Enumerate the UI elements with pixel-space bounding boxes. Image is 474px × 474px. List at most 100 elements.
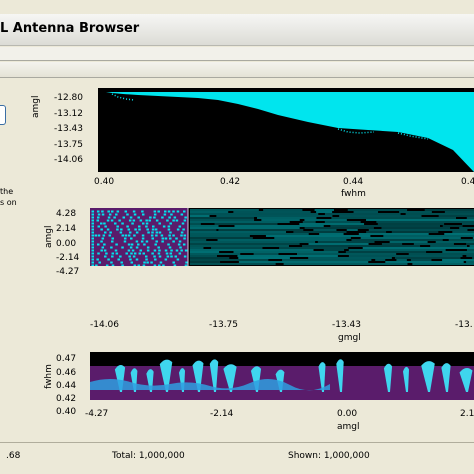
plot2-point <box>175 249 179 252</box>
plot2-point <box>94 234 98 237</box>
plot2-point <box>161 237 165 240</box>
plot2-point <box>178 252 182 255</box>
plot2-point <box>168 234 171 237</box>
plot3-y-tick: 0.44 <box>56 381 77 391</box>
title-bar[interactable]: L Antenna Browser <box>0 14 474 46</box>
menu-bar <box>0 47 474 61</box>
plot2-point <box>123 240 127 243</box>
plot2-point <box>142 264 146 266</box>
plot2-point <box>96 258 99 261</box>
plot2-point <box>104 255 107 258</box>
plot2-point <box>127 249 131 252</box>
plot2-point <box>110 246 113 249</box>
plot2-point <box>176 228 180 231</box>
plot2-point <box>145 219 148 222</box>
plot2-point <box>121 264 124 266</box>
plot2-point <box>130 252 133 255</box>
plot2-point <box>146 246 150 249</box>
plot3-y-tick: 0.40 <box>56 407 77 417</box>
plot2-point <box>145 240 149 243</box>
plot2-point <box>170 255 173 258</box>
plot2-point <box>117 258 120 261</box>
plot2-point <box>169 252 173 255</box>
plot3-spike <box>209 359 219 392</box>
plot2-point <box>124 234 128 237</box>
plot2-point <box>161 216 164 219</box>
plot2-point <box>103 222 106 225</box>
plot2-point <box>91 252 94 255</box>
plot2-point <box>158 249 161 252</box>
plot2-point <box>138 228 141 231</box>
plot2-point <box>133 264 137 266</box>
plot2-point <box>150 261 153 264</box>
plot2-point <box>155 231 159 234</box>
plot2-point <box>178 225 182 228</box>
plot2-point <box>169 237 172 240</box>
plot2-point <box>159 261 163 264</box>
plot2-point <box>130 261 134 264</box>
plot2-point <box>175 237 178 240</box>
plot2-point <box>132 219 136 222</box>
plot2-point <box>95 264 98 266</box>
plot2-point <box>103 249 107 252</box>
plot2-point <box>146 261 149 264</box>
plot1-x-tick: 0.40 <box>94 177 115 187</box>
plot2-point <box>115 243 118 246</box>
plot2-point <box>128 255 131 258</box>
plot2-point <box>103 231 107 234</box>
plot2-point <box>162 225 166 228</box>
plot2-point <box>167 225 171 228</box>
plot2-point <box>145 258 148 261</box>
plot2-canvas[interactable] <box>90 208 474 266</box>
plot2-point <box>172 219 175 222</box>
plot2-point <box>140 240 144 243</box>
plot2-point <box>150 234 154 237</box>
plot2-point <box>146 249 150 252</box>
plot2-point <box>141 210 144 213</box>
plot2-point <box>138 252 142 255</box>
plot2-point <box>119 255 122 258</box>
plot2-point <box>167 210 171 213</box>
plot2-point <box>158 255 162 258</box>
plot3-spike <box>336 359 344 392</box>
plot3-spike <box>421 361 435 392</box>
plot2-point <box>135 258 139 261</box>
plot2-point <box>137 216 140 219</box>
plot1-points <box>106 92 474 172</box>
plot2-point <box>123 237 127 240</box>
plot2-point <box>91 249 94 252</box>
plot2-point <box>129 258 132 261</box>
plot2-point <box>127 234 131 237</box>
plot2-point <box>160 234 164 237</box>
plot2-point <box>91 264 94 266</box>
plot2-point <box>126 213 129 216</box>
plot2-point <box>165 252 169 255</box>
plot3-canvas[interactable] <box>90 352 474 400</box>
plot2-point <box>141 222 145 225</box>
plot2-point <box>100 228 103 231</box>
plot2-point <box>99 222 103 225</box>
plot2-point <box>127 228 131 231</box>
plot2-point <box>138 225 141 228</box>
plot2-point <box>155 219 159 222</box>
plot2-point <box>97 225 101 228</box>
plot1-canvas[interactable] <box>98 88 474 172</box>
plot2-point <box>158 222 161 225</box>
plot2-point <box>172 240 175 243</box>
plot2-point <box>145 225 148 228</box>
left-panel-control[interactable] <box>0 105 6 125</box>
plot2-point <box>177 243 181 246</box>
plot2-point <box>164 258 168 261</box>
plot2-point <box>110 210 114 213</box>
plot2-y-tick: 4.28 <box>56 209 77 219</box>
plot3-x-axis-title: amgl <box>337 422 360 432</box>
plot2-point <box>169 231 172 234</box>
plot2-point <box>166 255 170 258</box>
plot2-point <box>107 210 110 213</box>
plot2-point <box>142 252 145 255</box>
plot2-point <box>110 219 114 222</box>
plot2-point <box>169 222 172 225</box>
plot2-point <box>167 228 171 231</box>
plot2-point <box>91 225 94 228</box>
